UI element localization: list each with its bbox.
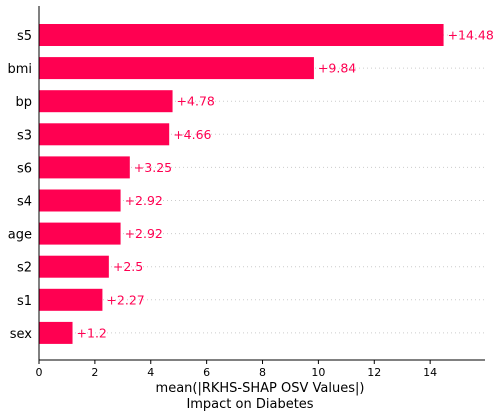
x-tick-label: 10 [311,366,325,379]
bar-s4 [39,189,121,212]
value-label-s4: +2.92 [125,193,163,208]
bar-sex [39,321,73,344]
category-label-s6: s6 [17,161,32,176]
x-ticks: 0 2 4 6 8 10 12 14 [36,360,437,379]
x-axis-sublabel: Impact on Diabetes [186,397,313,412]
value-label-bmi: +9.84 [318,61,356,76]
value-label-s2: +2.5 [113,259,143,274]
x-axis-label: mean(|RKHS-SHAP OSV Values|) [156,381,365,396]
category-label-s3: s3 [17,128,32,143]
value-label-bp: +4.78 [177,94,215,109]
value-label-s6: +3.25 [134,160,172,175]
bar-s3 [39,123,170,146]
bar-age [39,222,121,245]
x-tick-label: 2 [91,366,98,379]
value-labels: +14.48 +9.84 +4.78 +4.66 +3.25 +2.92 +2.92 +2.5… [77,28,494,341]
value-label-age: +2.92 [125,226,163,241]
x-tick-label: 6 [203,366,210,379]
x-tick-label: 14 [423,366,437,379]
value-label-s5: +14.48 [448,28,494,43]
value-label-s3: +4.66 [173,127,211,142]
grid-lines [39,34,485,334]
bar-s2 [39,255,109,278]
category-label-age: age [8,228,32,243]
bar-s6 [39,156,130,179]
x-tick-label: 12 [367,366,381,379]
bar-s1 [39,288,103,311]
category-label-s4: s4 [17,195,32,210]
category-label-bmi: bmi [7,62,32,77]
x-tick-label: 0 [36,366,43,379]
bar-bmi [39,57,314,80]
bars [39,24,444,344]
category-label-s5: s5 [17,29,32,44]
category-label-s1: s1 [17,294,32,309]
category-label-sex: sex [10,327,33,342]
value-label-sex: +1.2 [77,325,107,340]
bar-bp [39,90,173,113]
value-label-s1: +2.27 [106,292,144,307]
x-tick-label: 4 [147,366,154,379]
x-tick-label: 8 [259,366,266,379]
category-labels: s5 bmi bp s3 s6 s4 age s2 s1 sex [7,29,32,342]
category-label-bp: bp [15,95,32,110]
bar-s5 [39,24,444,46]
category-label-s2: s2 [17,261,32,276]
